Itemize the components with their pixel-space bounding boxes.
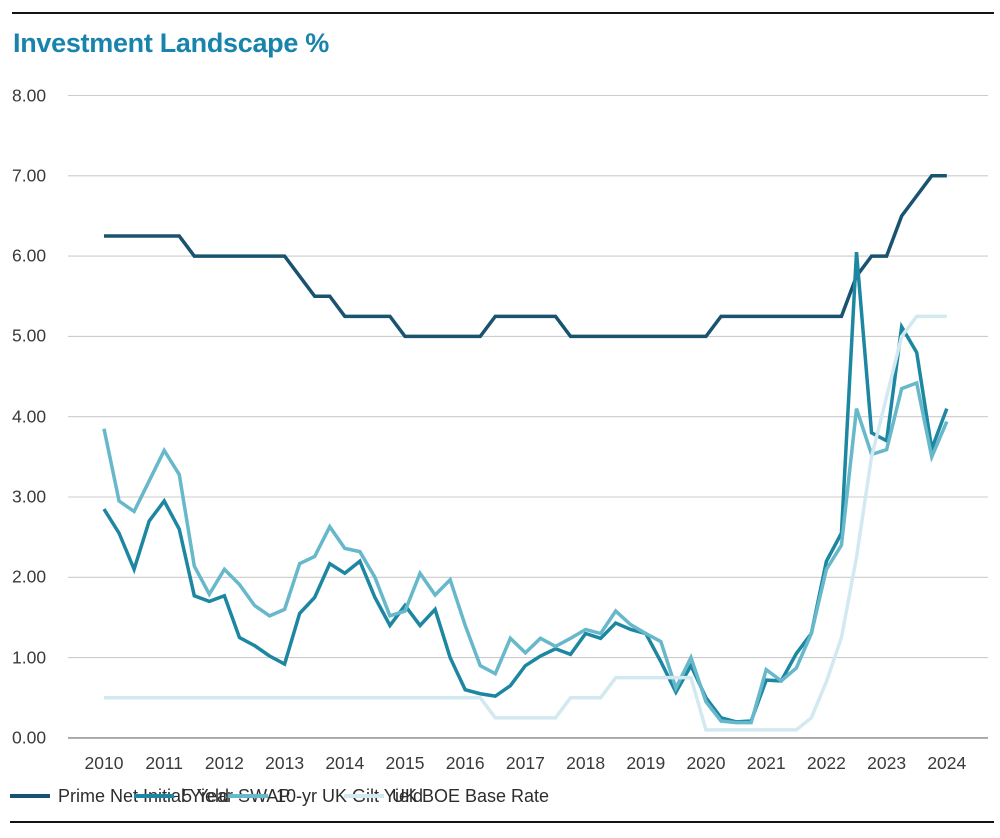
legend-line-swatch: [344, 794, 384, 798]
y-tick-label: 2.00: [12, 566, 47, 587]
x-tick-label: 2015: [385, 753, 425, 773]
y-tick-label: 8.00: [12, 85, 47, 105]
y-tick-label: 3.00: [12, 486, 47, 507]
x-tick-label: 2014: [325, 753, 365, 773]
legend-line-swatch: [228, 794, 268, 798]
x-tick-label: 2017: [505, 753, 545, 773]
y-tick-label: 4.00: [12, 406, 47, 427]
x-tick-label: 2016: [445, 753, 485, 773]
y-tick-label: 6.00: [12, 245, 47, 266]
y-tick-label: 1.00: [12, 647, 47, 668]
y-tick-label: 7.00: [12, 165, 47, 186]
series-line-2: [102, 380, 949, 725]
x-tick-label: 2013: [265, 753, 305, 773]
series-line-0: [104, 174, 947, 339]
x-tick-label: 2024: [927, 753, 967, 773]
x-tick-label: 2018: [566, 753, 606, 773]
x-tick-label: 2012: [204, 753, 244, 773]
series-line-3: [104, 314, 947, 732]
legend-line-swatch: [10, 794, 50, 798]
x-tick-label: 2020: [686, 753, 726, 773]
chart-title: Investment Landscape %: [13, 28, 330, 58]
bottom-rule: [10, 821, 994, 823]
x-tick-label: 2022: [806, 753, 846, 773]
series-line-1: [102, 251, 949, 724]
legend-label: UK BOE Base Rate: [392, 785, 550, 806]
x-tick-label: 2021: [746, 753, 786, 773]
x-tick-label: 2023: [867, 753, 907, 773]
x-tick-label: 2019: [626, 753, 666, 773]
x-tick-label: 2010: [84, 753, 124, 773]
legend-item-3: UK BOE Base Rate: [344, 786, 549, 806]
chart-legend: Prime Net Initial Yield 5 Year SWAP 10-yr …: [0, 786, 1000, 806]
x-tick-label: 2011: [145, 753, 183, 773]
y-tick-label: 5.00: [12, 325, 47, 346]
legend-line-swatch: [134, 794, 174, 798]
y-tick-label: 0.00: [12, 727, 47, 748]
top-rule: [12, 12, 994, 14]
